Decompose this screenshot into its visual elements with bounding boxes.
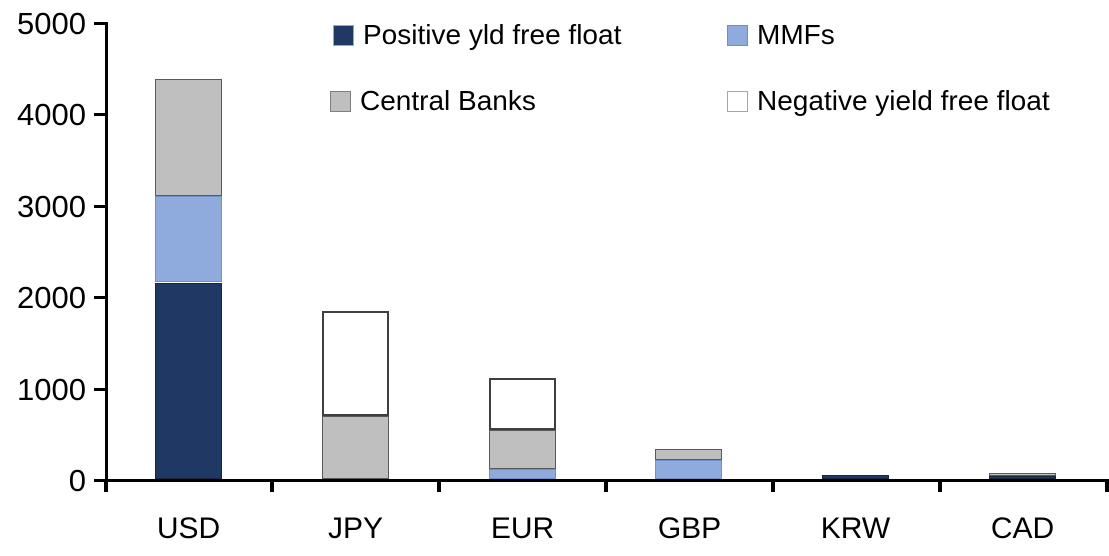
legend-item-mmfs: MMFs	[727, 20, 835, 50]
y-axis-tick	[94, 113, 106, 116]
legend-label-central-banks: Central Banks	[360, 85, 536, 116]
y-axis-tick	[94, 479, 106, 482]
y-axis-tick-label: 4000	[17, 97, 86, 132]
legend-swatch-positive-yld-free-float	[333, 24, 354, 46]
x-axis-label-jpy: JPY	[327, 512, 384, 545]
x-axis-tick	[604, 479, 608, 492]
bar-eur-negative-yield-free-float	[489, 377, 556, 431]
y-axis-tick	[94, 296, 106, 299]
x-axis-tick	[1105, 479, 1109, 492]
y-axis-tick-label: 1000	[17, 372, 86, 407]
legend-swatch-mmfs	[727, 24, 748, 46]
y-axis-tick-label: 2000	[17, 280, 86, 315]
bar-cad-positive-yld-free-float	[989, 476, 1056, 479]
bar-jpy-negative-yield-free-float	[322, 310, 389, 416]
x-axis-label-krw: KRW	[820, 512, 891, 545]
y-axis-tick	[94, 22, 106, 25]
y-axis-tick-label: 3000	[17, 189, 86, 224]
x-axis-tick	[938, 479, 942, 492]
bar-eur-central-banks	[489, 430, 556, 469]
bar-usd-mmfs	[155, 195, 222, 283]
x-axis-tick	[771, 479, 775, 492]
y-axis-tick-label: 5000	[17, 6, 86, 41]
x-axis-label-eur: EUR	[490, 512, 555, 545]
x-axis-tick	[104, 479, 108, 492]
legend-swatch-negative-yield-free-float	[727, 90, 748, 112]
x-axis-tick	[437, 479, 441, 492]
bar-usd-central-banks	[155, 78, 222, 196]
x-axis-tick	[270, 479, 274, 492]
bar-usd-positive-yld-free-float	[155, 282, 222, 479]
bar-jpy-central-banks	[322, 415, 389, 479]
legend-label-positive-yld-free-float: Positive yld free float	[363, 19, 622, 50]
y-axis-line	[105, 22, 108, 482]
y-axis-tick-label: 0	[68, 463, 86, 498]
legend-swatch-central-banks	[330, 90, 351, 112]
bar-gbp-central-banks	[655, 448, 722, 460]
bar-krw-positive-yld-free-float	[822, 474, 889, 479]
y-axis-tick	[94, 388, 106, 391]
x-axis-label-cad: CAD	[990, 512, 1055, 545]
legend-item-central-banks: Central Banks	[330, 86, 536, 116]
y-axis-tick	[94, 205, 106, 208]
legend-label-mmfs: MMFs	[757, 19, 835, 50]
bar-gbp-mmfs	[655, 459, 722, 479]
x-axis-label-gbp: GBP	[657, 512, 722, 545]
legend-item-negative-yield-free-float: Negative yield free float	[727, 86, 1050, 116]
legend-label-negative-yield-free-float: Negative yield free float	[757, 85, 1050, 116]
x-axis-label-usd: USD	[156, 512, 221, 545]
bar-cad-central-banks	[989, 473, 1056, 477]
legend-item-positive-yld-free-float: Positive yld free float	[333, 20, 621, 50]
bar-eur-mmfs	[489, 468, 556, 479]
